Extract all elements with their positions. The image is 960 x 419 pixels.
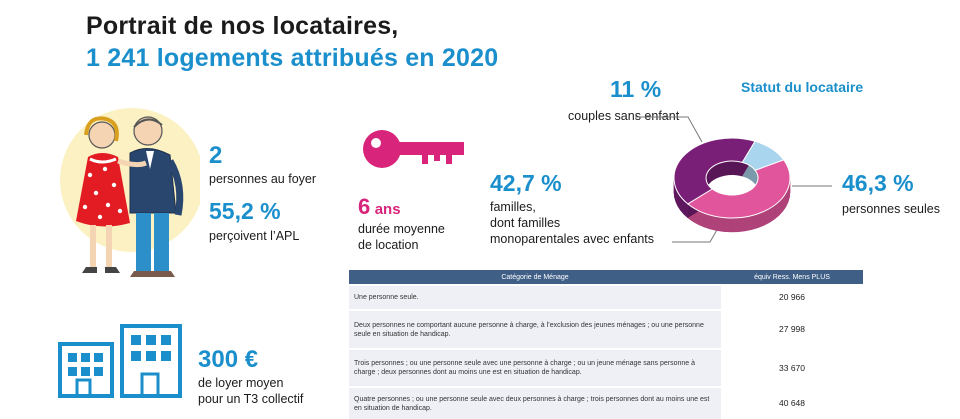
table-header-row: Catégorie de Ménage équiv Ress. Mens PLU… (349, 270, 863, 285)
table-row: Quatre personnes ; ou une personne seule… (349, 387, 863, 419)
buildings-icon (56, 322, 186, 398)
apl-label: perçoivent l’APL (209, 229, 299, 244)
statut-donut-chart (560, 100, 840, 260)
seules-label: personnes seules (842, 202, 940, 217)
duree-stat: 6 ans (358, 194, 401, 220)
table-cell-category: Une personne seule. (349, 285, 721, 310)
duree-unit: ans (375, 201, 401, 218)
table-row: Deux personnes ne comportant aucune pers… (349, 310, 863, 349)
apl-value: 55,2 % (209, 198, 281, 225)
table-cell-category: Deux personnes ne comportant aucune pers… (349, 310, 721, 349)
couples-value: 11 % (610, 76, 661, 103)
donut-slice-wall-0 (745, 216, 752, 231)
table-header-category: Catégorie de Ménage (349, 270, 721, 285)
table-row: Une personne seule. 20 966 (349, 285, 863, 310)
table-cell-value: 27 998 (721, 310, 863, 349)
donut-slice-wall-0 (717, 217, 724, 232)
table-cell-value: 20 966 (721, 285, 863, 310)
corner-cover (830, 376, 960, 414)
leader-line-couples (635, 117, 702, 142)
donut-slice-wall-0 (738, 217, 745, 232)
donut-slice-wall-0 (731, 218, 738, 232)
loyer-label-1: de loyer moyen (198, 376, 283, 391)
page-title: Portrait de nos locataires, (86, 12, 398, 41)
statut-title: Statut du locataire (741, 79, 863, 95)
leader-line-familles (672, 228, 718, 242)
donut-slice-wall-0 (704, 213, 710, 229)
key-icon (360, 124, 470, 174)
loyer-value: 300 € (198, 346, 258, 374)
familles-value: 42,7 % (490, 170, 562, 197)
foyer-label: personnes au foyer (209, 172, 316, 187)
duree-value: 6 (358, 194, 370, 219)
familles-label-1: familles, (490, 200, 536, 215)
couple-illustration (50, 105, 200, 285)
donut-slice-wall-0 (724, 218, 731, 232)
table-header-value: équiv Ress. Mens PLUS (721, 270, 863, 285)
table-cell-category: Trois personnes ; ou une personne seule … (349, 349, 721, 387)
table-row: Trois personnes ; ou une personne seule … (349, 349, 863, 387)
donut-slice-wall-0 (710, 215, 717, 231)
duree-label-2: de location (358, 238, 418, 253)
foyer-value: 2 (209, 142, 222, 170)
seules-value: 46,3 % (842, 170, 914, 197)
income-ceiling-table: Catégorie de Ménage équiv Ress. Mens PLU… (349, 270, 863, 419)
loyer-label-2: pour un T3 collectif (198, 392, 303, 407)
familles-label-2: dont familles (490, 216, 560, 231)
table-cell-category: Quatre personnes ; ou une personne seule… (349, 387, 721, 419)
duree-label-1: durée moyenne (358, 222, 445, 237)
page-subtitle: 1 241 logements attribués en 2020 (86, 44, 498, 73)
donut-slice-wall-0 (752, 214, 758, 230)
